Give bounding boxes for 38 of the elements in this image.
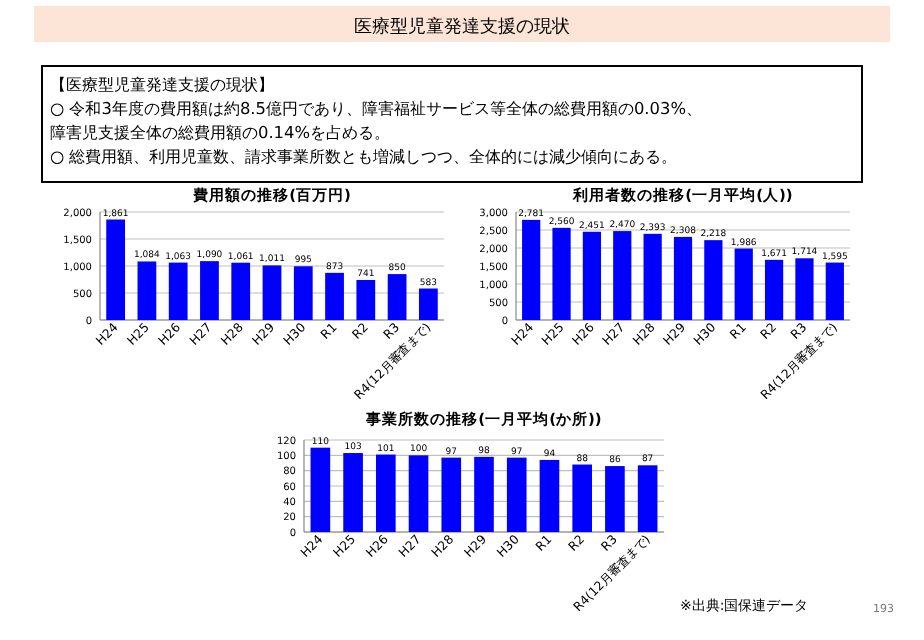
bar bbox=[356, 279, 376, 320]
bar bbox=[387, 274, 407, 320]
bar bbox=[418, 288, 438, 320]
text: ○ 総費用額、利用児童数、請求事業所数とも増減しつつ、全体的には減少傾向にある。 bbox=[50, 146, 678, 166]
bar bbox=[572, 464, 592, 532]
text: ○ 令和3年度の費用額は約8.5億円であり、障害福祉サービス等全体の総費用額の0.03%、 bbox=[50, 98, 702, 118]
bar bbox=[704, 240, 723, 320]
bar bbox=[605, 466, 625, 532]
bar bbox=[613, 231, 632, 320]
bar bbox=[343, 453, 363, 532]
bar bbox=[637, 465, 658, 532]
bar bbox=[325, 272, 344, 320]
bar bbox=[168, 262, 188, 320]
bar bbox=[506, 457, 527, 532]
text: 医療型児童発達支援の現状 bbox=[354, 16, 570, 38]
bar bbox=[231, 262, 251, 320]
bar bbox=[673, 236, 693, 320]
bar bbox=[825, 262, 844, 320]
bar bbox=[539, 459, 560, 532]
bar bbox=[734, 248, 753, 320]
text: 【医療型児童発達支援の現状】 bbox=[50, 74, 274, 94]
bar bbox=[293, 266, 313, 320]
bar bbox=[200, 261, 219, 320]
bar bbox=[376, 454, 396, 532]
bar bbox=[137, 261, 157, 320]
text: 障害児支援全体の総費用額の0.14%を占める。 bbox=[50, 122, 391, 142]
bar bbox=[106, 219, 126, 320]
bar bbox=[522, 219, 541, 320]
bar bbox=[795, 258, 814, 320]
bar bbox=[310, 447, 331, 532]
bar bbox=[552, 227, 571, 320]
bar bbox=[474, 456, 494, 532]
bar bbox=[582, 231, 602, 320]
bar bbox=[262, 265, 282, 320]
bar bbox=[408, 455, 429, 532]
bar bbox=[764, 259, 784, 320]
bar bbox=[441, 457, 462, 532]
bar bbox=[643, 233, 662, 320]
